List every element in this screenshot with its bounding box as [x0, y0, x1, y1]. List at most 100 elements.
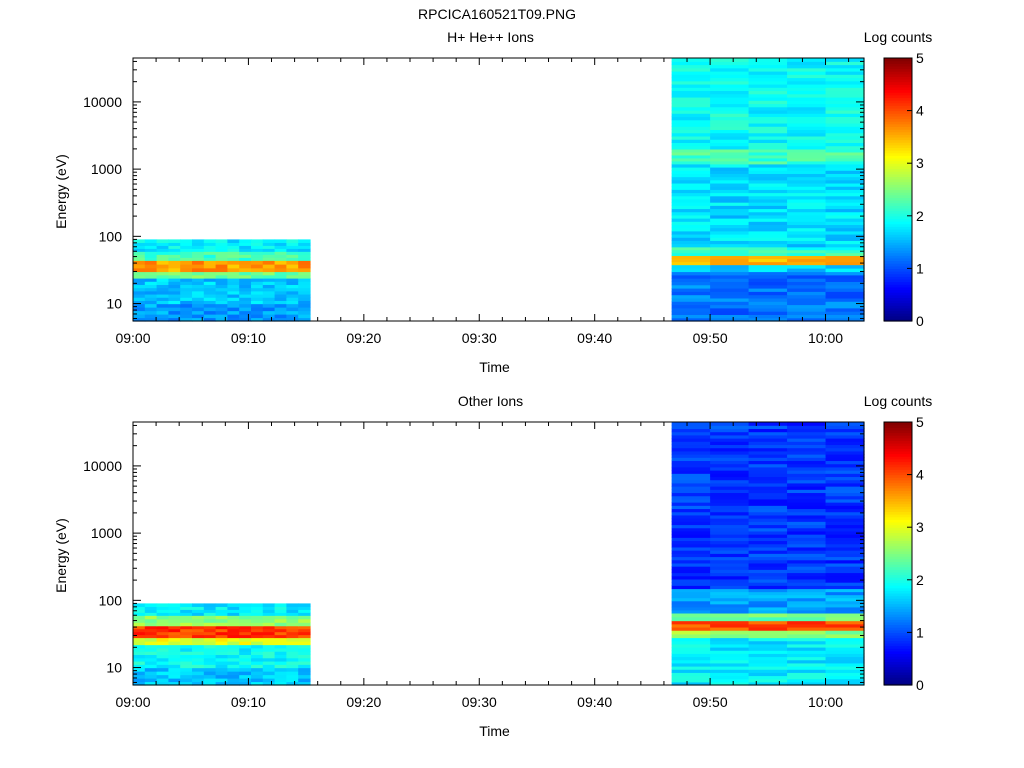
spectrogram-cell — [215, 297, 228, 301]
spectrogram-cell — [787, 630, 827, 635]
spectrogram-cell — [191, 274, 205, 279]
spectrogram-cell — [203, 651, 217, 655]
y-tick-label: 1000 — [91, 525, 122, 541]
spectrogram-cell — [710, 546, 750, 551]
colorbar-label: Log counts — [864, 393, 933, 409]
spectrogram-cell — [168, 271, 181, 276]
spectrogram-cell — [671, 139, 711, 143]
spectrogram-cell — [227, 628, 240, 633]
spectrogram-cell — [787, 486, 827, 490]
spectrogram-cell — [787, 662, 827, 667]
spectrogram-cell — [825, 151, 865, 156]
colorbar-step — [884, 157, 912, 162]
spectrogram-cell — [239, 606, 252, 610]
spectrogram-cell — [671, 524, 711, 529]
spectrogram-cell — [144, 664, 158, 669]
spectrogram-cell — [144, 647, 158, 652]
spectrogram-cell — [133, 660, 146, 665]
spectrogram-cell — [191, 603, 205, 607]
spectrogram-cell — [215, 251, 228, 255]
spectrogram-cell — [787, 151, 827, 156]
spectrogram-cell — [787, 643, 827, 648]
x-tick-label: 09:00 — [115, 694, 150, 710]
spectrogram-cell — [203, 303, 217, 308]
spectrogram-cell — [710, 609, 750, 614]
spectrogram-cell — [191, 622, 205, 627]
spectrogram-cell — [710, 537, 750, 542]
spectrogram-cell — [156, 609, 169, 613]
spectrogram-cell — [710, 460, 750, 465]
spectrogram-cell — [825, 669, 865, 673]
spectrogram-cell — [671, 646, 711, 651]
spectrogram-cell — [787, 463, 827, 468]
spectrogram-cell — [191, 674, 205, 679]
spectrogram-cell — [671, 623, 711, 628]
spectrogram-cell — [180, 637, 193, 642]
spectrogram-cell — [180, 618, 193, 623]
colorbar-step — [884, 129, 912, 133]
spectrogram-cell — [227, 622, 240, 627]
spectrogram-cell — [825, 142, 865, 147]
spectrogram-cell — [671, 301, 711, 306]
spectrogram-cell — [787, 246, 827, 251]
spectrogram-cell — [825, 195, 865, 200]
spectrogram-cell — [298, 681, 311, 686]
spectrogram-cell — [671, 113, 711, 118]
spectrogram-cell — [825, 559, 865, 564]
colorbar-step — [884, 429, 912, 434]
spectrogram-cell — [250, 260, 264, 265]
spectrogram-cell — [239, 618, 252, 623]
spectrogram-cell — [748, 258, 788, 263]
colorbar-step — [884, 653, 912, 657]
spectrogram-cell — [787, 609, 827, 614]
spectrogram-cell — [250, 644, 264, 649]
spectrogram-cell — [298, 267, 311, 273]
spectrogram-cell — [825, 176, 865, 181]
spectrogram-cell — [748, 261, 788, 266]
spectrogram-cell — [671, 58, 711, 62]
spectrogram-cell — [748, 271, 788, 276]
spectrogram-cell — [274, 293, 287, 298]
spectrogram-cell — [825, 291, 865, 296]
spectrogram-cell — [825, 208, 865, 213]
spectrogram-cell — [215, 667, 228, 672]
spectrogram-cell — [191, 641, 205, 646]
spectrogram-cell — [144, 606, 158, 610]
spectrogram-cell — [748, 585, 788, 590]
colorbar-step — [884, 450, 912, 455]
spectrogram-cell — [710, 534, 750, 538]
colorbar-step — [884, 493, 912, 497]
spectrogram-cell — [274, 671, 287, 676]
spectrogram-cell — [825, 425, 865, 429]
spectrogram-cell — [787, 470, 827, 474]
spectrogram-cell — [215, 260, 228, 265]
spectrogram-cell — [203, 628, 217, 633]
spectrogram-cell — [180, 622, 193, 627]
spectrogram-cell — [191, 667, 205, 672]
spectrogram-cell — [825, 58, 865, 62]
spectrogram-cell — [180, 307, 193, 312]
spectrogram-cell — [748, 597, 788, 602]
spectrogram-cell — [239, 257, 252, 261]
spectrogram-cell — [203, 622, 217, 627]
spectrogram-cell — [825, 145, 865, 150]
spectrogram-cell — [215, 606, 228, 610]
spectrogram-cell — [239, 317, 252, 322]
spectrogram-cell — [825, 492, 865, 497]
spectrogram-cell — [710, 160, 750, 165]
spectrogram-cell — [144, 644, 158, 649]
colorbar-step — [884, 215, 912, 220]
spectrogram-cell — [215, 300, 228, 305]
spectrogram-cell — [825, 139, 865, 143]
colorbar-step — [884, 474, 912, 478]
spectrogram-cell — [671, 258, 711, 263]
spectrogram-cell — [748, 119, 788, 124]
spectrogram-cell — [156, 257, 169, 261]
spectrogram-cell — [671, 126, 711, 131]
spectrogram-cell — [286, 667, 299, 672]
spectrogram-cell — [825, 317, 865, 322]
spectrogram-cell — [710, 521, 750, 526]
spectrogram-cell — [203, 281, 217, 285]
spectrogram-cell — [825, 224, 865, 229]
spectrogram-cell — [133, 281, 146, 285]
